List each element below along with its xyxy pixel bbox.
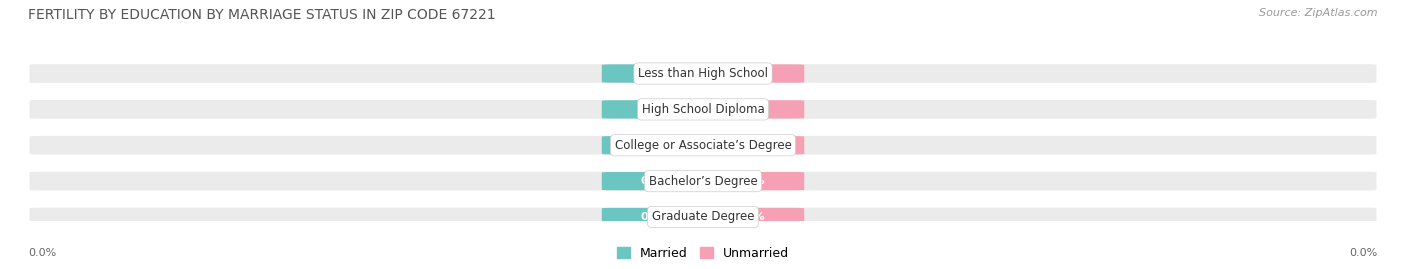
Text: 0.0%: 0.0% xyxy=(28,248,56,258)
Text: Source: ZipAtlas.com: Source: ZipAtlas.com xyxy=(1260,8,1378,18)
FancyBboxPatch shape xyxy=(696,208,804,226)
Legend: Married, Unmarried: Married, Unmarried xyxy=(617,247,789,260)
Text: 0.0%: 0.0% xyxy=(641,140,671,150)
Text: 0.0%: 0.0% xyxy=(1350,248,1378,258)
Text: College or Associate’s Degree: College or Associate’s Degree xyxy=(614,139,792,152)
Text: 0.0%: 0.0% xyxy=(735,104,765,114)
FancyBboxPatch shape xyxy=(696,136,804,154)
FancyBboxPatch shape xyxy=(28,134,1378,156)
FancyBboxPatch shape xyxy=(602,100,710,119)
Text: 0.0%: 0.0% xyxy=(735,69,765,79)
FancyBboxPatch shape xyxy=(602,208,710,226)
Text: High School Diploma: High School Diploma xyxy=(641,103,765,116)
FancyBboxPatch shape xyxy=(28,206,1378,228)
Text: 0.0%: 0.0% xyxy=(735,176,765,186)
Text: Bachelor’s Degree: Bachelor’s Degree xyxy=(648,175,758,187)
Text: 0.0%: 0.0% xyxy=(641,212,671,222)
FancyBboxPatch shape xyxy=(602,172,710,190)
FancyBboxPatch shape xyxy=(28,99,1378,120)
FancyBboxPatch shape xyxy=(696,100,804,119)
FancyBboxPatch shape xyxy=(28,63,1378,84)
Text: 0.0%: 0.0% xyxy=(735,140,765,150)
Text: Less than High School: Less than High School xyxy=(638,67,768,80)
Text: Graduate Degree: Graduate Degree xyxy=(652,211,754,224)
Text: 0.0%: 0.0% xyxy=(641,176,671,186)
Text: 0.0%: 0.0% xyxy=(641,69,671,79)
Text: FERTILITY BY EDUCATION BY MARRIAGE STATUS IN ZIP CODE 67221: FERTILITY BY EDUCATION BY MARRIAGE STATU… xyxy=(28,8,496,22)
Text: 0.0%: 0.0% xyxy=(735,212,765,222)
FancyBboxPatch shape xyxy=(696,64,804,83)
FancyBboxPatch shape xyxy=(28,170,1378,192)
FancyBboxPatch shape xyxy=(696,172,804,190)
FancyBboxPatch shape xyxy=(602,136,710,154)
Text: 0.0%: 0.0% xyxy=(641,104,671,114)
FancyBboxPatch shape xyxy=(602,64,710,83)
